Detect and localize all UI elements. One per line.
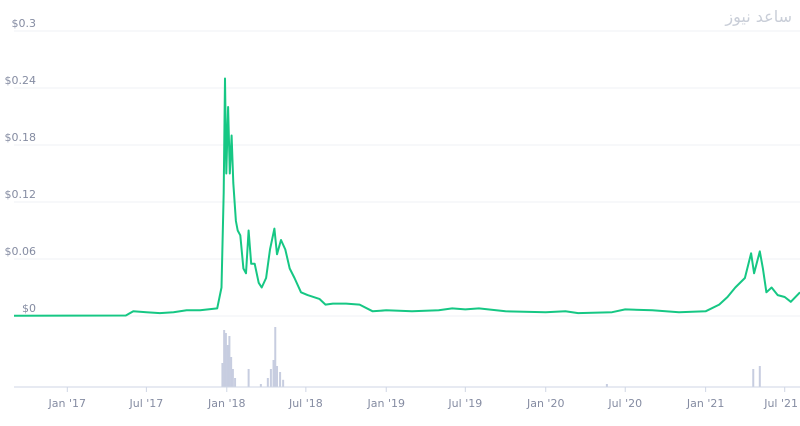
volume-bar <box>259 384 262 387</box>
watermark-logo: ساعد نیوز <box>724 7 792 27</box>
price-line <box>13 77 800 317</box>
gridlines <box>14 30 800 317</box>
volume-bar <box>272 360 275 387</box>
volume-bar <box>247 369 250 387</box>
volume-bars <box>221 327 761 387</box>
volume-bar <box>228 336 231 387</box>
x-tick-label: Jan '18 <box>207 397 245 410</box>
y-tick-label: $0.12 <box>5 188 37 201</box>
x-tick-label: Jul '17 <box>128 397 163 410</box>
volume-bar <box>282 379 285 387</box>
y-tick-label: $0.18 <box>5 131 37 144</box>
x-tick-label: Jan '17 <box>48 397 86 410</box>
volume-bar <box>266 378 269 387</box>
volume-bar <box>234 378 237 387</box>
x-tick-label: Jan '20 <box>526 397 564 410</box>
volume-bar <box>223 330 226 387</box>
x-tick-label: Jan '21 <box>686 397 724 410</box>
x-axis-ticks: Jan '17 Jul '17 Jan '18 Jul '18 Jan '19 Jul '… <box>14 386 800 410</box>
volume-bar <box>269 369 272 387</box>
volume-bar <box>605 384 608 387</box>
y-tick-label: $0.24 <box>5 74 37 87</box>
y-tick-label: $0.06 <box>5 245 37 258</box>
volume-bar <box>276 366 279 387</box>
volume-bar <box>226 345 229 387</box>
x-tick-label: Jul '20 <box>607 397 642 410</box>
volume-bar <box>758 366 761 387</box>
volume-bar <box>231 369 234 387</box>
y-tick-label: $0.3 <box>12 17 37 30</box>
volume-bar <box>221 363 224 387</box>
volume-bar <box>279 372 282 387</box>
volume-bar <box>752 369 755 387</box>
x-tick-label: Jul '18 <box>288 397 323 410</box>
volume-bar <box>230 357 233 387</box>
y-tick-label: $0 <box>22 302 36 315</box>
x-tick-label: Jan '19 <box>367 397 405 410</box>
x-tick-label: Jul '21 <box>763 397 798 410</box>
volume-bar <box>274 327 277 387</box>
y-axis-ticks: $0 $0.06 $0.12 $0.18 $0.24 $0.3 <box>5 17 37 315</box>
x-tick-label: Jul '19 <box>447 397 482 410</box>
volume-bar <box>224 333 227 387</box>
